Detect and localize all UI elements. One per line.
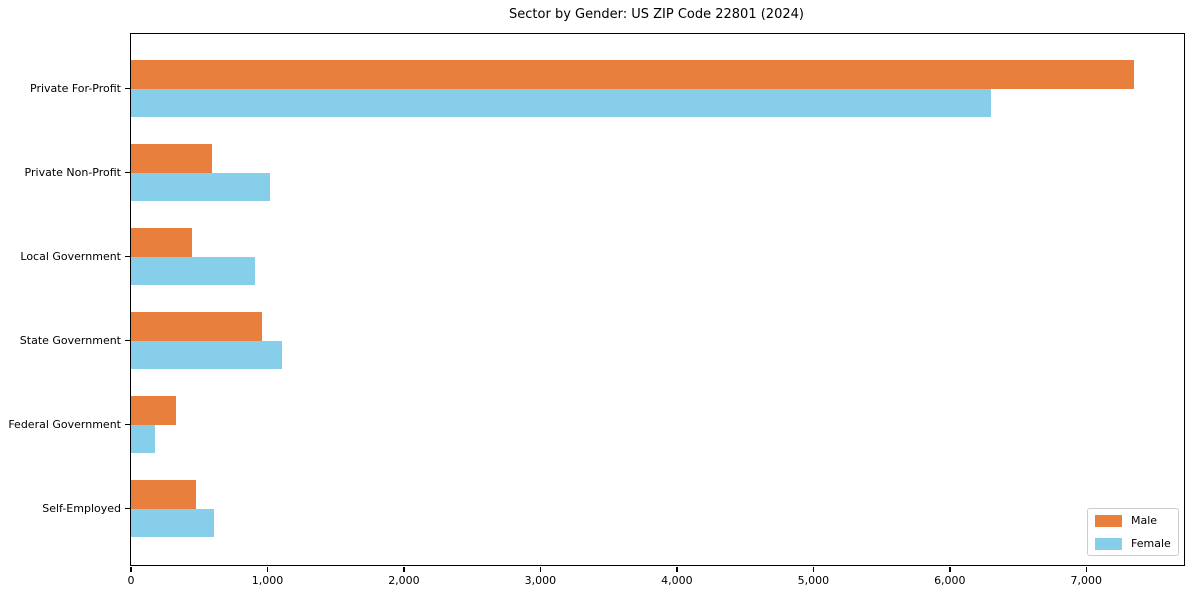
y-tick-mark <box>124 87 130 90</box>
y-axis-label: Local Government <box>20 249 121 263</box>
bar-female <box>131 172 270 202</box>
y-tick-mark <box>124 339 130 342</box>
x-axis-label: 7,000 <box>1070 574 1103 587</box>
x-axis-label: 1,000 <box>251 574 284 587</box>
x-tick-mark <box>403 566 405 572</box>
y-axis-label: Federal Government <box>8 417 121 431</box>
legend-label-female: Female <box>1131 537 1171 550</box>
legend-label-male: Male <box>1131 514 1158 527</box>
bar-female <box>131 424 155 454</box>
plot-area: Male Female Private For-Profit Private No… <box>8 33 1185 587</box>
y-axis-label: Private For-Profit <box>30 81 121 95</box>
chart-title: Sector by Gender: US ZIP Code 22801 (202… <box>509 7 804 22</box>
bar-male <box>131 60 1135 89</box>
x-axis-label: 3,000 <box>524 574 557 587</box>
x-tick-mark <box>539 566 542 572</box>
y-axis-label: State Government <box>19 333 121 347</box>
bar-male <box>131 144 212 173</box>
legend-swatch-male-icon <box>1095 514 1122 527</box>
x-axis-label: 4,000 <box>661 574 693 587</box>
legend-swatch-female-icon <box>1095 537 1122 550</box>
x-tick-mark <box>676 566 678 572</box>
x-tick-mark <box>266 566 269 572</box>
y-axis-label: Private Non-Profit <box>24 165 121 179</box>
x-tick-mark <box>949 566 951 572</box>
legend-item-male: Male <box>1095 514 1171 527</box>
bar-male <box>131 312 262 341</box>
bar-male <box>131 228 192 257</box>
bar-female <box>131 256 256 286</box>
x-axis-label: 6,000 <box>934 574 966 587</box>
x-axis-label: 2,000 <box>388 574 420 587</box>
x-axis-label: 5,000 <box>797 574 830 587</box>
x-axis-label: 0 <box>127 574 135 587</box>
x-tick-mark <box>130 566 132 572</box>
bar-female <box>131 88 991 118</box>
x-tick-mark <box>812 566 815 572</box>
bar-male <box>131 480 196 509</box>
bar-female <box>131 340 282 370</box>
x-tick-mark <box>1085 566 1088 572</box>
y-tick-mark <box>124 423 130 426</box>
bar-female <box>131 508 214 538</box>
legend: Male Female <box>1087 508 1179 556</box>
bar-male <box>131 396 177 425</box>
y-axis-label: Self-Employed <box>42 501 121 515</box>
y-tick-mark <box>124 171 130 174</box>
y-tick-mark <box>124 507 130 510</box>
y-tick-mark <box>124 255 130 258</box>
legend-item-female: Female <box>1095 537 1171 550</box>
